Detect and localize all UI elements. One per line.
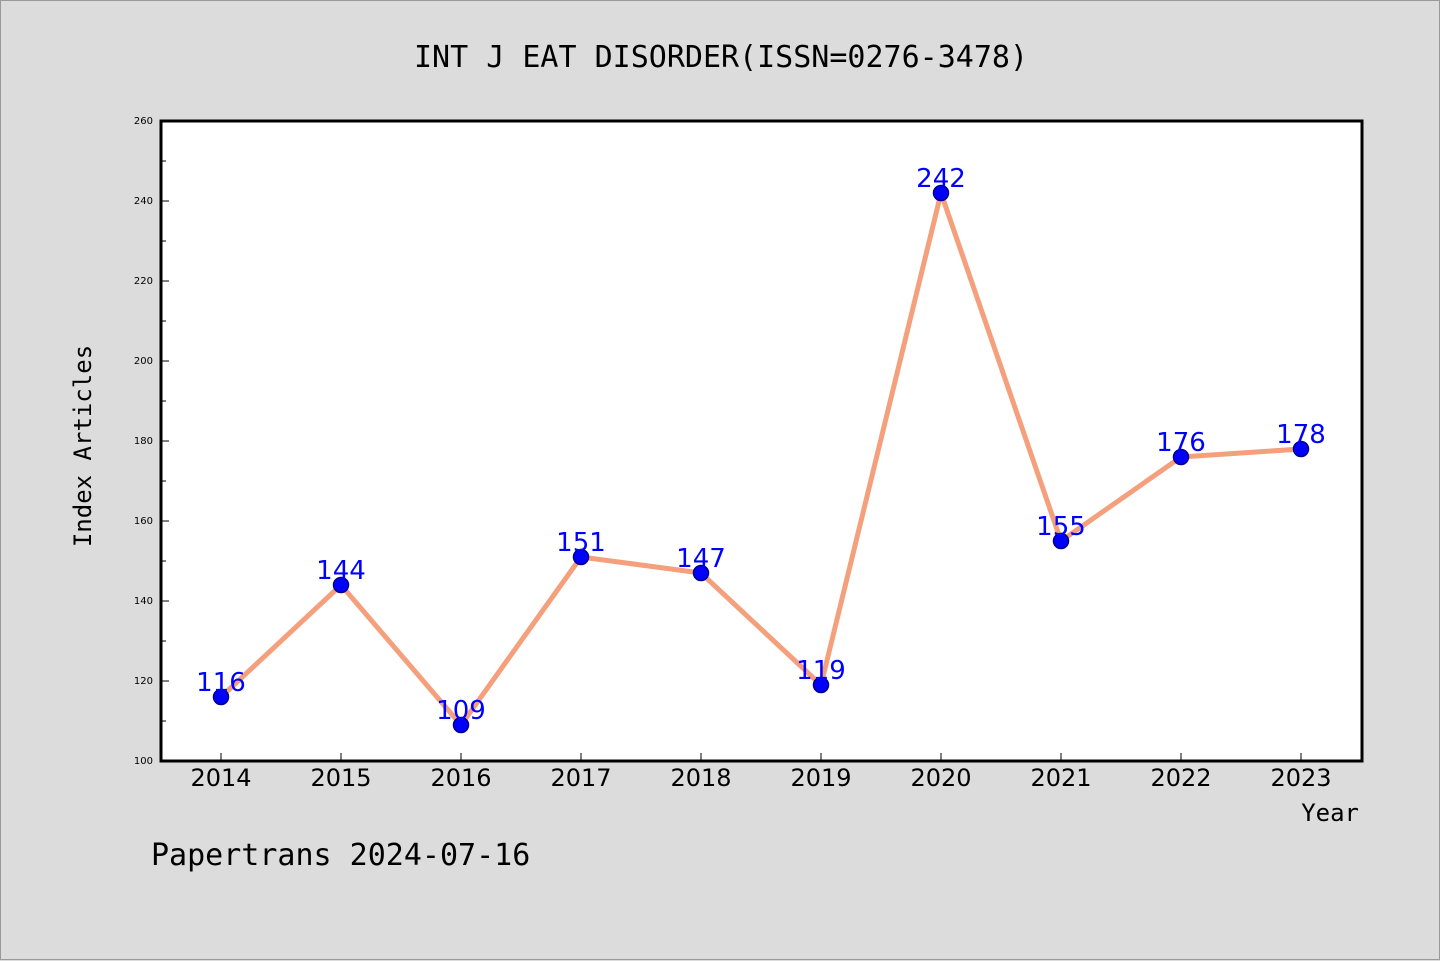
data-label: 109 [436, 696, 486, 726]
data-point [692, 564, 710, 582]
data-point [932, 184, 950, 202]
x-tick-label: 2019 [790, 764, 851, 792]
x-tick-label: 2014 [190, 764, 251, 792]
x-tick-label: 2022 [1150, 764, 1211, 792]
data-point [332, 576, 350, 594]
y-tick-label: 260 [134, 116, 153, 127]
y-axis: 100 120 140 160 180 200 220 240 260 [134, 116, 169, 767]
data-label: 119 [796, 656, 846, 686]
data-label: 151 [556, 528, 606, 558]
x-tick-label: 2016 [430, 764, 491, 792]
footer-text: Papertrans 2024-07-16 [151, 838, 530, 873]
data-point [812, 676, 830, 694]
x-tick-label: 2021 [1030, 764, 1091, 792]
data-label: 242 [916, 164, 966, 194]
series: 116 144 109 151 147 119 242 155 176 178 [196, 164, 1326, 734]
data-label: 176 [1156, 428, 1206, 458]
data-point [1292, 440, 1310, 458]
data-label: 144 [316, 556, 366, 586]
y-tick-label: 100 [134, 756, 153, 767]
data-label: 155 [1036, 512, 1086, 542]
data-point [572, 548, 590, 566]
data-label: 147 [676, 544, 726, 574]
series-line [219, 190, 1302, 728]
plot-area [159, 119, 1364, 763]
data-point [212, 688, 230, 706]
x-tick-label: 2023 [1270, 764, 1331, 792]
y-axis-label: Index Articles [69, 345, 97, 547]
data-label: 178 [1276, 420, 1326, 450]
y-tick-label: 160 [134, 516, 153, 527]
x-axis: 2014 2015 2016 2017 2018 2019 2020 2021 2022 2023 [190, 753, 1332, 792]
y-tick-label: 120 [134, 676, 153, 687]
y-tick-label: 180 [134, 436, 153, 447]
x-tick-label: 2018 [670, 764, 731, 792]
x-tick-label: 2017 [550, 764, 611, 792]
data-point [452, 716, 470, 734]
data-point [1052, 532, 1070, 550]
chart-title: INT J EAT DISORDER(ISSN=0276-3478) [414, 40, 1028, 75]
y-tick-label: 240 [134, 196, 153, 207]
y-tick-label: 200 [134, 356, 153, 367]
data-point [1172, 448, 1190, 466]
y-tick-label: 140 [134, 596, 153, 607]
x-tick-label: 2015 [310, 764, 371, 792]
x-tick-label: 2020 [910, 764, 971, 792]
y-tick-label: 220 [134, 276, 153, 287]
x-axis-label: Year [1301, 799, 1359, 827]
data-label: 116 [196, 668, 246, 698]
